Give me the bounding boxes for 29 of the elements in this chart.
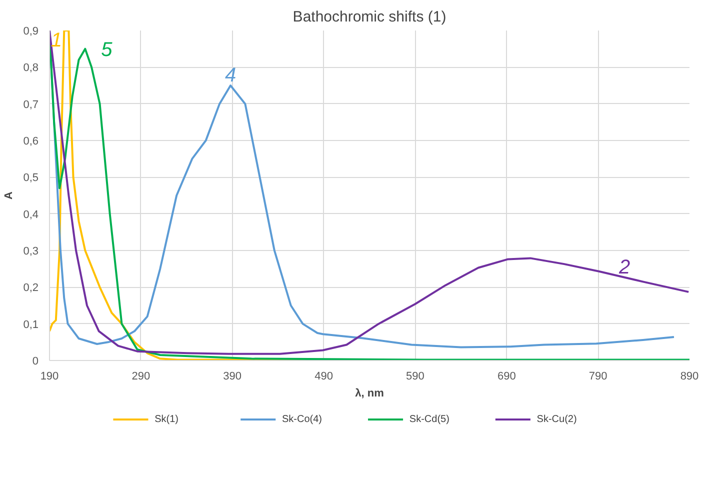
annotation: 4 xyxy=(224,64,236,86)
y-tick-label: 0 xyxy=(32,356,39,368)
chart-title: Bathochromic shifts (1) xyxy=(292,8,446,26)
x-tick-label: 190 xyxy=(40,370,59,382)
annotation: 5 xyxy=(101,38,114,61)
x-tick-label: 290 xyxy=(132,370,150,382)
legend-label: Sk-Cu(2) xyxy=(536,414,577,425)
annotation: 2 xyxy=(618,256,630,279)
y-tick-label: 0,1 xyxy=(23,318,39,331)
y-tick-label: 0,7 xyxy=(23,98,39,111)
x-tick-label: 690 xyxy=(497,370,516,382)
x-tick-label: 790 xyxy=(588,370,608,382)
x-tick-label: 390 xyxy=(223,370,242,382)
legend-label: Sk-Cd(5) xyxy=(409,414,450,425)
y-tick-label: 0,5 xyxy=(23,172,39,184)
x-tick-label: 490 xyxy=(314,370,333,382)
annotation: 1 xyxy=(50,30,62,52)
y-tick-label: 0,3 xyxy=(23,246,39,258)
y-tick-label: 0,9 xyxy=(23,26,39,38)
legend-label: Sk-Co(4) xyxy=(282,414,322,425)
y-axis-title: A xyxy=(3,191,16,200)
y-tick-label: 0,8 xyxy=(23,62,39,74)
x-tick-label: 590 xyxy=(406,370,424,382)
y-tick-label: 0,2 xyxy=(23,282,39,294)
x-tick-label: 890 xyxy=(680,370,699,382)
x-axis-title: λ, nm xyxy=(355,388,384,400)
legend-label: Sk(1) xyxy=(154,414,179,425)
y-tick-label: 0,4 xyxy=(23,208,39,221)
y-tick-label: 0,6 xyxy=(23,136,39,148)
